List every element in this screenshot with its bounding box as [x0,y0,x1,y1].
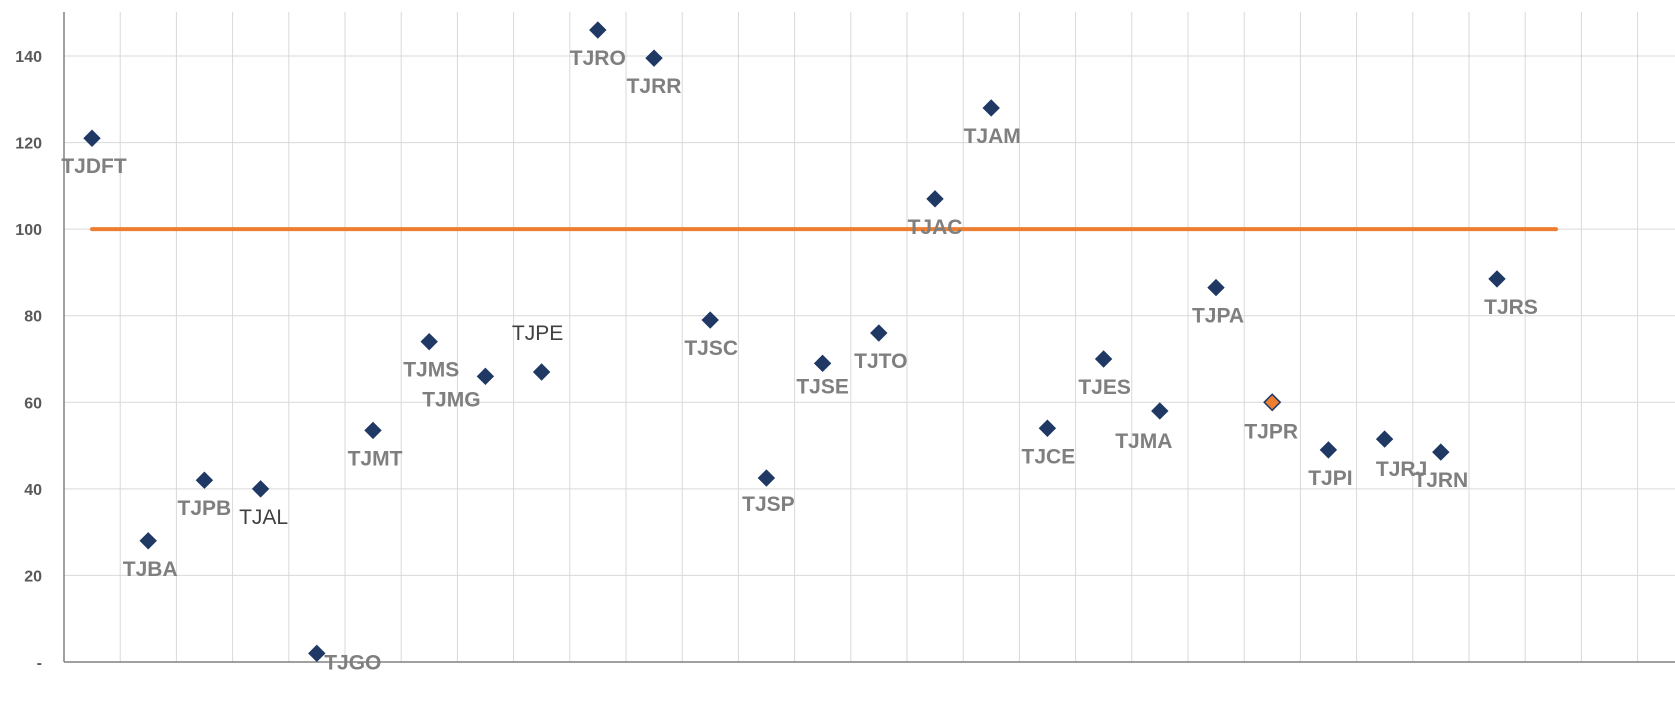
data-point-marker [1038,419,1057,437]
y-tick-labels: - 20 40 60 80 100 120 140 [15,49,42,672]
data-point-label: TJAL [239,506,288,529]
data-point-marker [251,480,270,498]
data-point-marker [1263,393,1282,412]
data-point-label: TJPR [1244,420,1298,443]
y-tick-label: 140 [15,49,42,66]
axes [63,12,1675,663]
data-point-marker [926,190,944,208]
y-tick-label: 120 [15,136,42,153]
data-point-label: TJRN [1413,469,1468,492]
y-tick-label: - [37,655,42,672]
data-point-label: TJCE [1022,445,1076,468]
y-tick-label: 100 [15,222,42,239]
data-point-marker [813,354,832,373]
data-point-marker [83,129,101,147]
data-point-label: TJSE [796,375,849,398]
data-point-label: TJPB [178,497,232,520]
y-tick-label: 40 [24,482,42,499]
y-tick-label: 80 [24,309,42,326]
data-point-label: TJAM [964,125,1021,148]
data-point-label: TJRO [570,47,626,70]
data-point-label: TJSC [684,337,738,360]
data-point-marker [1094,350,1113,368]
data-point-marker [1375,430,1394,448]
data-point-marker [701,311,719,329]
data-point-marker [870,324,888,342]
data-point-marker [195,471,214,489]
data-point-marker [1207,278,1225,297]
data-point-marker [308,644,326,663]
y-tick-label: 20 [24,568,42,585]
data-point-label: TJRS [1484,296,1538,319]
data-point-marker [645,49,663,67]
data-point-marker [1432,443,1450,461]
data-point-marker [364,421,382,440]
data-point-marker [476,367,495,386]
data-point-marker [139,532,157,550]
data-point-label: TJMS [403,359,459,382]
data-points [83,21,1506,663]
data-point-marker [982,99,1000,117]
data-point-label: TJPI [1308,467,1352,490]
data-point-label: TJMA [1115,430,1172,453]
data-point-marker [1488,270,1506,288]
data-point-marker [1319,441,1338,459]
gridlines [64,12,1675,662]
data-point-label: TJSP [742,493,795,516]
data-point-marker [757,469,776,487]
data-point-label: TJES [1078,376,1131,399]
data-point-label: TJPE [512,322,563,345]
data-point-marker [532,363,551,381]
data-point-label: TJDFT [61,155,127,178]
data-point-marker [589,21,607,39]
y-tick-label: 60 [24,395,42,412]
data-point-label: TJPA [1192,305,1244,328]
data-point-label: TJRR [627,75,682,98]
data-point-label: TJAC [908,216,963,239]
data-point-marker [420,332,438,351]
data-point-label: TJMG [422,388,480,411]
data-point-marker [1151,402,1169,420]
data-point-label: TJGO [324,651,381,674]
data-point-label: TJBA [123,558,178,581]
point-labels: TJDFT TJBA TJPB TJAL TJGO TJMT TJMS TJMG TJPE TJR… [61,47,1538,674]
data-point-label: TJMT [348,447,403,470]
data-point-label: TJRJ [1376,458,1427,481]
data-point-label: TJTO [854,350,907,373]
